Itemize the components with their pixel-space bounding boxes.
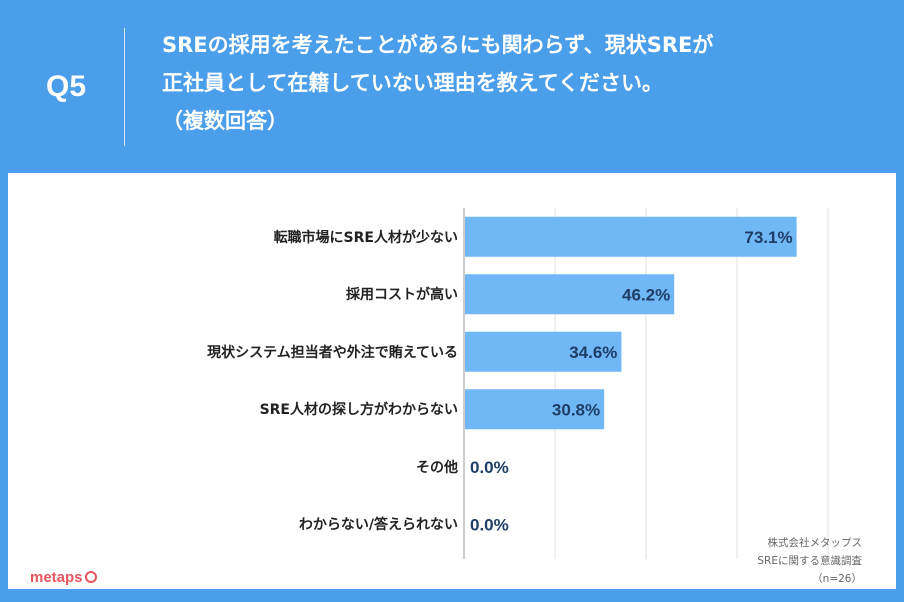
question-header: Q5 SREの採用を考えたことがあるにも関わらず、現状SREが 正社員として在籍… xyxy=(0,0,904,165)
data-label: 73.1% xyxy=(744,228,792,247)
bar xyxy=(465,274,675,315)
data-label: 30.8% xyxy=(552,400,600,419)
data-label: 0.0% xyxy=(470,515,509,534)
bar xyxy=(465,389,605,430)
chart-panel: 73.1% 46.2% 34.6% 30.8% 0.0% 0.0% 転職市場にSRE人材が… xyxy=(0,165,904,602)
credit-sample-size: （n=26） xyxy=(812,573,862,585)
data-label: 46.2% xyxy=(622,285,670,304)
credit-survey: SREに関する意識調査 xyxy=(757,555,862,567)
metaps-logo: metaps xyxy=(30,569,97,586)
chart-card: 73.1% 46.2% 34.6% 30.8% 0.0% 0.0% 転職市場にSRE人材が… xyxy=(8,173,896,589)
category-label: SRE人材の探し方がわからない xyxy=(259,402,458,419)
category-label: 転職市場にSRE人材が少ない xyxy=(273,229,458,246)
question-text: SREの採用を考えたことがあるにも関わらず、現状SREが 正社員として在籍してい… xyxy=(162,26,882,140)
category-label: 採用コストが高い xyxy=(346,287,458,304)
data-label: 34.6% xyxy=(569,343,617,362)
question-line-1: SREの採用を考えたことがあるにも関わらず、現状SREが xyxy=(162,33,714,57)
bar xyxy=(465,216,797,257)
bar xyxy=(465,331,622,372)
category-labels: 転職市場にSRE人材が少ない採用コストが高い現状システム担当者や外注で賄えている… xyxy=(8,173,464,589)
logo-mark-icon xyxy=(84,571,97,583)
category-label: わからない/答えられない xyxy=(298,517,458,534)
data-label: 0.0% xyxy=(470,458,509,477)
category-label: 現状システム担当者や外注で賄えている xyxy=(207,344,458,361)
credit-company: 株式会社メタップス xyxy=(767,537,863,549)
header-divider xyxy=(124,28,125,146)
survey-credit: 株式会社メタップス SREに関する意識調査 （n=26） xyxy=(757,534,862,588)
logo-text: metaps xyxy=(30,569,83,586)
question-line-3: （複数回答） xyxy=(162,109,288,133)
question-line-2: 正社員として在籍していない理由を教えてください。 xyxy=(162,71,664,95)
category-label: その他 xyxy=(416,459,458,476)
question-number: Q5 xyxy=(46,70,87,103)
bar-chart: 73.1% 46.2% 34.6% 30.8% 0.0% 0.0% xyxy=(463,208,829,559)
